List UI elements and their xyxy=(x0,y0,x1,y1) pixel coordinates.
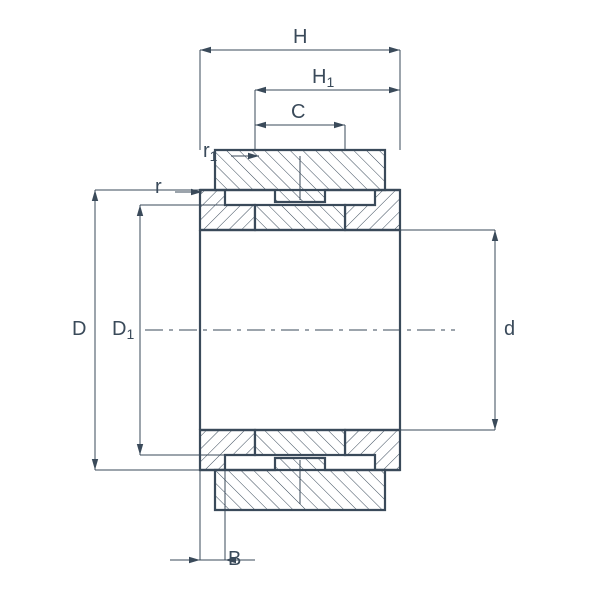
dim-label-H: H xyxy=(293,26,307,49)
dim-label-D: D xyxy=(72,318,86,341)
dim-label-C: C xyxy=(291,101,305,124)
dim-label-B: B xyxy=(228,548,241,571)
technical-drawing: { "canvas": { "w": 600, "h": 600, "bg": … xyxy=(0,0,600,600)
leader-label-r: r xyxy=(155,176,162,199)
dim-label-d: d xyxy=(504,318,515,341)
leader-label-r1: r1 xyxy=(203,140,217,163)
dim-label-D1: D1 xyxy=(112,318,134,341)
dim-label-H1: H1 xyxy=(312,66,334,89)
drawing-svg xyxy=(0,0,600,600)
